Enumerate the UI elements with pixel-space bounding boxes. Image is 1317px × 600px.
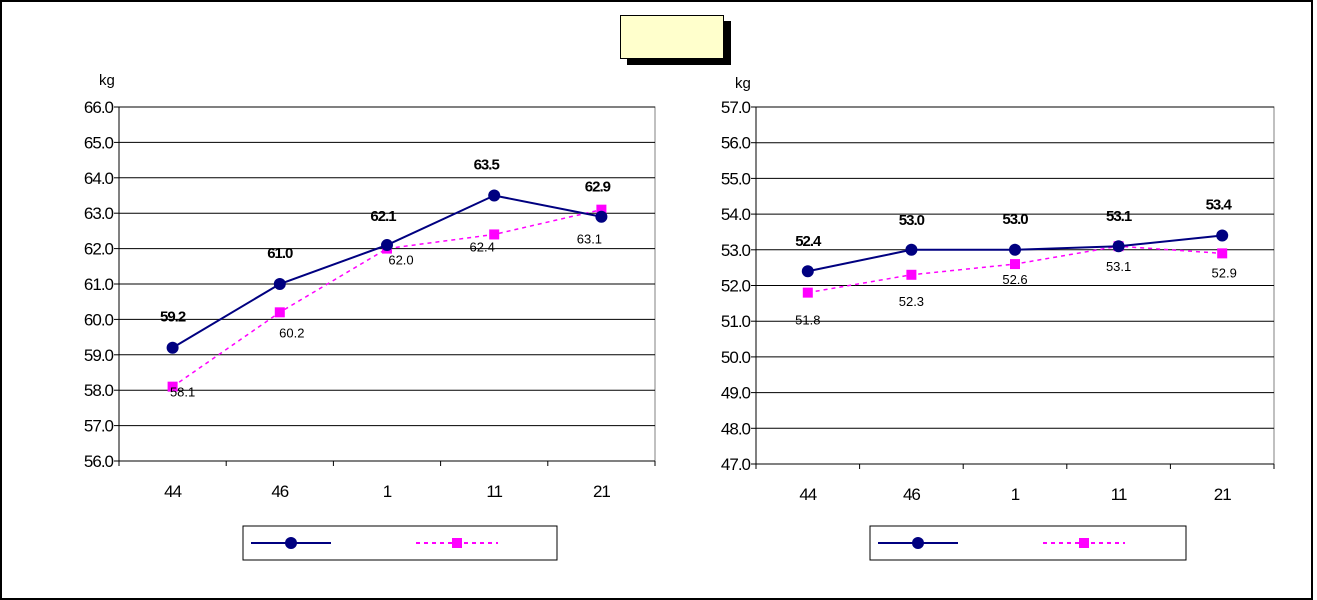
y-tick-label: 64.0 [84, 169, 114, 188]
y-tick-label: 52.0 [721, 277, 751, 296]
y-tick-label: 57.0 [84, 417, 114, 436]
series-2-point [596, 204, 607, 215]
series-1-data-label: 53.4 [1206, 197, 1233, 214]
series-1-point [1009, 243, 1021, 256]
x-tick-label: 11 [486, 482, 502, 501]
series-1-data-label: 53.1 [1106, 208, 1132, 225]
legend-marker-series-2 [1079, 538, 1089, 548]
y-tick-label: 57.0 [721, 98, 751, 117]
series-1-data-label: 63.5 [474, 157, 500, 174]
y-tick-label: 53.0 [721, 241, 751, 260]
y-tick-label: 62.0 [84, 240, 114, 259]
series-2-point [1010, 259, 1020, 270]
series-1-point [273, 278, 286, 290]
legend [242, 525, 558, 561]
series-1-data-label: 62.9 [585, 179, 611, 196]
x-tick-label: 21 [1214, 485, 1231, 504]
y-tick-label: 47.0 [721, 455, 751, 474]
legend-marker-series-1 [912, 537, 924, 549]
series-2-point [489, 229, 500, 240]
y-tick-label: 65.0 [84, 133, 114, 152]
y-tick-label: 59.0 [84, 346, 114, 365]
chart-2: 47.0 48.0 49.0 50.0 51.0 52.0 53.0 54.0 55.0 56.0… [721, 75, 1275, 561]
y-tick-label: 56.0 [721, 134, 751, 153]
x-tick-label: 1 [1011, 485, 1020, 504]
y-tick-label: 50.0 [721, 348, 751, 367]
series-2-point [1217, 248, 1228, 259]
series-1-point [488, 189, 501, 202]
y-tick-label: 48.0 [721, 419, 751, 438]
y-tick-label: 66.0 [84, 98, 114, 117]
y-tick-label: 56.0 [84, 452, 114, 471]
series-2-data-label: 63.1 [577, 232, 602, 247]
x-tick-label: 21 [593, 482, 610, 501]
series-2-data-label: 53.1 [1106, 259, 1131, 274]
y-tick-label: 49.0 [721, 384, 751, 403]
series-1-point [1216, 229, 1229, 242]
series-2-point [802, 287, 813, 298]
series-1-data-label: 53.0 [899, 212, 925, 229]
y-tick-label: 55.0 [721, 169, 751, 188]
series-1-point [905, 243, 918, 256]
series-1-data-label: 61.0 [267, 245, 293, 262]
chart-1: 56.0 57.0 58.0 59.0 60.0 61.0 62.0 63.0 64.0 65.0… [84, 72, 656, 561]
series-1-data-label: 62.1 [370, 208, 396, 225]
series-1-point [595, 210, 608, 223]
x-tick-label: 11 [1111, 485, 1127, 504]
y-tick-label: 51.0 [721, 312, 751, 331]
series-2-data-label: 58.1 [170, 385, 195, 400]
series-2-point [906, 269, 917, 280]
y-tick-label: 63.0 [84, 204, 114, 223]
y-tick-label: 58.0 [84, 381, 114, 400]
legend-marker-series-1 [285, 537, 297, 549]
y-tick-label: 61.0 [84, 275, 114, 294]
series-2-data-label: 62.0 [388, 253, 413, 268]
series-2-data-label: 52.3 [899, 294, 924, 309]
y-axis-unit: kg [99, 72, 115, 89]
x-tick-label: 46 [271, 482, 288, 501]
series-2-point [274, 307, 285, 318]
y-tick-label: 60.0 [84, 310, 114, 329]
series-2-data-label: 60.2 [279, 325, 304, 340]
series-1-data-label: 53.0 [1002, 211, 1028, 228]
series-1-point [381, 239, 393, 252]
x-tick-label: 1 [383, 482, 392, 501]
series-1-point [801, 265, 814, 278]
series-2-point [167, 381, 178, 392]
legend [869, 525, 1187, 561]
series-2-data-label: 51.8 [795, 313, 820, 328]
x-tick-label: 44 [799, 485, 816, 504]
x-tick-label: 44 [164, 482, 181, 501]
series-1-data-label: 52.4 [795, 233, 822, 250]
x-tick-label: 46 [903, 485, 920, 504]
title-box [620, 15, 724, 59]
series-2-data-label: 52.9 [1212, 265, 1237, 280]
series-1-point [1112, 240, 1125, 253]
series-1-point [166, 341, 179, 354]
series-2-data-label: 52.6 [1002, 272, 1027, 287]
legend-marker-series-2 [452, 538, 462, 548]
y-tick-label: 54.0 [721, 205, 751, 224]
series-2-data-label: 62.4 [470, 239, 495, 254]
y-axis-unit: kg [735, 75, 751, 92]
series-1-data-label: 59.2 [160, 309, 186, 326]
